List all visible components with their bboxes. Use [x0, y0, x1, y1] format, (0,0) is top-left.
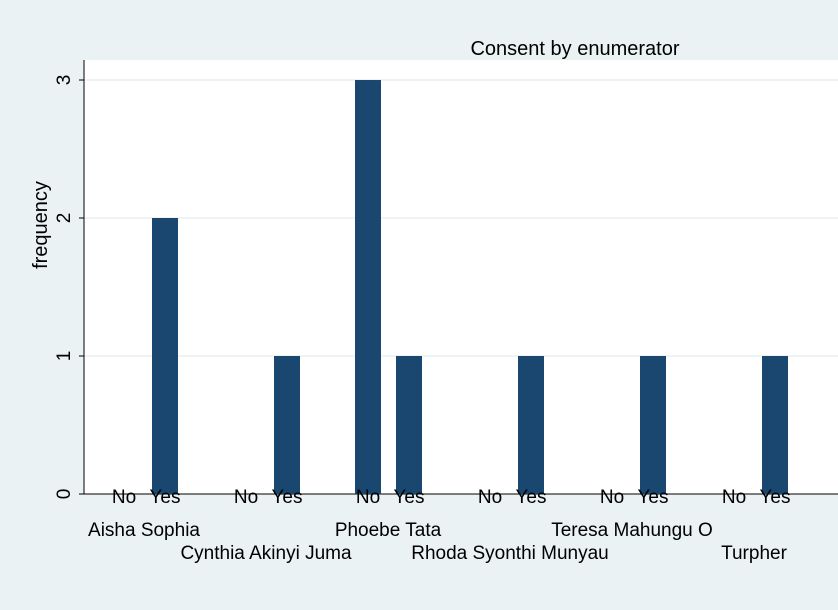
- x-subcategory-label: No: [112, 487, 136, 508]
- bar: [274, 356, 300, 494]
- x-group-label: Rhoda Syonthi Munyau: [411, 543, 609, 564]
- bar: [762, 356, 788, 494]
- x-subcategory-label: Yes: [760, 487, 791, 508]
- y-tick-label: 3: [54, 75, 75, 86]
- x-subcategory-label: No: [600, 487, 624, 508]
- x-group-label: Turpher: [721, 543, 787, 564]
- x-group-label: Teresa Mahungu O: [551, 520, 713, 541]
- x-subcategory-label: No: [722, 487, 746, 508]
- bar: [152, 218, 178, 494]
- x-subcategory-label: Yes: [516, 487, 547, 508]
- x-group-label: Cynthia Akinyi Juma: [180, 543, 352, 564]
- x-subcategory-label: No: [234, 487, 258, 508]
- x-subcategory-label: No: [356, 487, 380, 508]
- x-subcategory-label: Yes: [638, 487, 669, 508]
- x-group-label: Phoebe Tata: [335, 520, 442, 541]
- chart-title: Consent by enumerator: [470, 38, 679, 60]
- x-subcategory-label: No: [478, 487, 502, 508]
- bar: [640, 356, 666, 494]
- y-axis-ticks: 0 1 2 3: [54, 75, 84, 500]
- y-tick-label: 2: [54, 213, 75, 224]
- x-subcategory-label: Yes: [150, 487, 181, 508]
- x-group-label: Aisha Sophia: [88, 520, 200, 541]
- y-axis-label: frequency: [30, 181, 52, 269]
- bars: [152, 80, 788, 494]
- plot-area: [84, 60, 838, 494]
- bar: [518, 356, 544, 494]
- x-subcategory-labels: No Yes No Yes No Yes No Yes No Yes No Yes: [112, 487, 791, 508]
- x-subcategory-label: Yes: [394, 487, 425, 508]
- gridlines: [84, 79, 838, 357]
- bar: [396, 356, 422, 494]
- y-tick-label: 1: [54, 351, 75, 362]
- bar: [355, 80, 381, 494]
- y-tick-label: 0: [54, 489, 75, 500]
- x-subcategory-label: Yes: [272, 487, 303, 508]
